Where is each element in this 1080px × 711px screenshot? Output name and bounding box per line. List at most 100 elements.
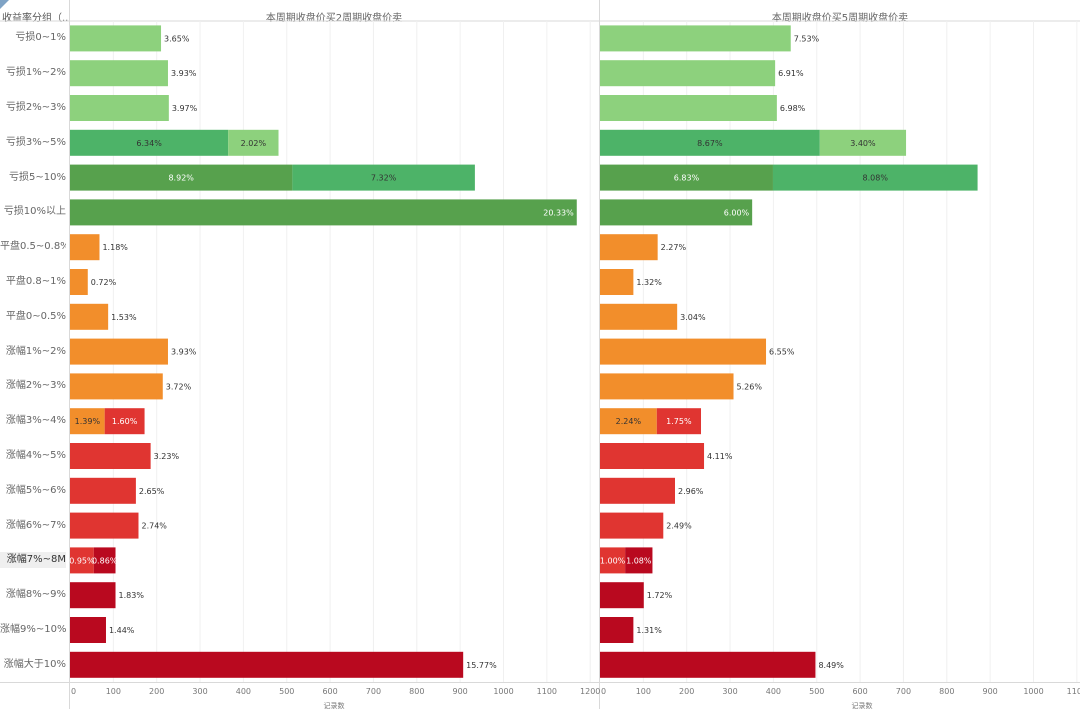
- corner-marker: [0, 0, 9, 9]
- x-tick-label: 500: [809, 687, 824, 696]
- bar-segment[interactable]: [600, 408, 657, 435]
- bar-segment[interactable]: [70, 129, 229, 156]
- bar-segment[interactable]: [625, 547, 653, 574]
- category-label[interactable]: 涨幅8%~9%: [5, 589, 66, 601]
- x-tick-label: 700: [896, 687, 911, 696]
- data-label: 20.33%: [543, 208, 574, 217]
- category-label[interactable]: 涨幅2%~3%: [5, 380, 66, 392]
- bar-segment[interactable]: [772, 164, 978, 191]
- bar-segment[interactable]: [70, 234, 100, 261]
- x-tick-label: 300: [192, 687, 207, 696]
- row-header-label[interactable]: 收益率分组（..: [2, 13, 68, 24]
- bar-segment[interactable]: [228, 129, 279, 156]
- category-label[interactable]: 平盘0~0.5%: [5, 310, 66, 322]
- bar-segment[interactable]: [600, 60, 776, 87]
- bar-segment[interactable]: [600, 25, 791, 52]
- bar-segment[interactable]: [600, 199, 753, 226]
- category-label[interactable]: 涨幅1%~2%: [5, 345, 66, 357]
- data-label: 2.74%: [141, 522, 167, 531]
- data-label: 3.93%: [171, 348, 197, 357]
- data-label: 3.72%: [166, 382, 192, 391]
- x-tick-label: 400: [766, 687, 781, 696]
- category-label[interactable]: 亏损5~10%: [9, 171, 66, 183]
- bar-segment[interactable]: [70, 582, 116, 609]
- category-label[interactable]: 平盘0.8~1%: [5, 276, 66, 287]
- x-tick-label: 600: [852, 687, 867, 696]
- bar-segment[interactable]: [70, 373, 163, 400]
- x-tick-label: 400: [236, 687, 251, 696]
- bar-segment[interactable]: [600, 338, 767, 365]
- bar-segment[interactable]: [70, 25, 162, 52]
- data-label: 1.53%: [111, 313, 137, 322]
- data-label: 15.77%: [466, 661, 497, 670]
- data-label: 8.67%: [697, 139, 723, 148]
- category-label[interactable]: 涨幅5%~6%: [5, 484, 66, 496]
- category-label[interactable]: 平盘0.5~0.8%: [0, 241, 66, 253]
- bar-segment[interactable]: [70, 547, 94, 574]
- bar-segment[interactable]: [70, 408, 105, 435]
- category-label[interactable]: 亏损1%~2%: [5, 67, 66, 79]
- right-panel-title: 本周期收盘价买5周期收盘价卖: [771, 13, 909, 24]
- data-label: 0.95%: [69, 556, 95, 565]
- bar-segment[interactable]: [70, 303, 109, 330]
- left-x-axis-title: 记录数: [323, 702, 345, 710]
- bar-segment[interactable]: [70, 269, 88, 295]
- category-label[interactable]: 涨幅3%~4%: [5, 415, 66, 427]
- data-label: 1.60%: [112, 417, 138, 426]
- bar-segment[interactable]: [70, 477, 136, 504]
- x-tick-label: 1000: [1023, 687, 1043, 696]
- bar-segment[interactable]: [600, 234, 658, 261]
- bar-segment[interactable]: [70, 338, 168, 365]
- category-label[interactable]: 涨幅大于10%: [3, 658, 66, 670]
- x-tick-label: 700: [366, 687, 381, 696]
- category-label[interactable]: 亏损10%以上: [3, 206, 66, 218]
- data-label: 3.97%: [172, 104, 198, 113]
- bar-segment[interactable]: [93, 547, 116, 574]
- bar-segment[interactable]: [656, 408, 702, 435]
- x-tick-label: 200: [679, 687, 694, 696]
- bar-segment[interactable]: [600, 443, 705, 469]
- bar-segment[interactable]: [600, 477, 675, 504]
- data-label: 5.26%: [737, 382, 763, 391]
- bar-segment[interactable]: [70, 512, 139, 539]
- bar-segment[interactable]: [70, 60, 168, 87]
- bar-segment[interactable]: [600, 269, 634, 295]
- category-label[interactable]: 亏损3%~5%: [5, 136, 66, 148]
- bar-segment[interactable]: [600, 373, 734, 400]
- data-label: 1.31%: [636, 626, 662, 635]
- data-label: 4.11%: [707, 452, 733, 461]
- x-tick-label: 100: [106, 687, 121, 696]
- bar-segment[interactable]: [70, 443, 151, 469]
- bar-segment[interactable]: [70, 95, 169, 121]
- x-tick-label: 1100: [537, 687, 557, 696]
- data-label: 6.00%: [724, 208, 750, 217]
- bar-segment[interactable]: [600, 651, 816, 678]
- category-label[interactable]: 亏损2%~3%: [5, 102, 66, 113]
- bar-segment[interactable]: [70, 199, 577, 226]
- data-label: 8.49%: [818, 661, 844, 670]
- bar-segment[interactable]: [292, 164, 475, 191]
- category-label[interactable]: 涨幅9%~10%: [0, 624, 66, 635]
- bar-segment[interactable]: [70, 651, 464, 678]
- data-label: 7.32%: [371, 174, 397, 183]
- bar-segment[interactable]: [600, 547, 626, 574]
- bar-segment[interactable]: [600, 164, 773, 191]
- bar-segment[interactable]: [600, 95, 777, 121]
- bar-segment[interactable]: [600, 512, 664, 539]
- category-label[interactable]: 涨幅4%~5%: [5, 450, 66, 461]
- data-label: 2.24%: [616, 417, 642, 426]
- x-tick-label: 800: [409, 687, 424, 696]
- bar-segment[interactable]: [70, 164, 293, 191]
- bar-segment[interactable]: [600, 129, 820, 156]
- bar-segment[interactable]: [600, 617, 634, 643]
- category-label[interactable]: 涨幅6%~7%: [5, 519, 66, 531]
- data-label: 6.98%: [780, 104, 806, 113]
- data-label: 1.32%: [636, 278, 662, 287]
- bar-segment[interactable]: [819, 129, 907, 156]
- category-label[interactable]: 涨幅7%~8M: [0, 552, 66, 569]
- bar-segment[interactable]: [70, 617, 106, 643]
- bar-segment[interactable]: [104, 408, 145, 435]
- category-label[interactable]: 亏损0~1%: [15, 32, 66, 44]
- bar-segment[interactable]: [600, 582, 644, 609]
- bar-segment[interactable]: [600, 303, 678, 330]
